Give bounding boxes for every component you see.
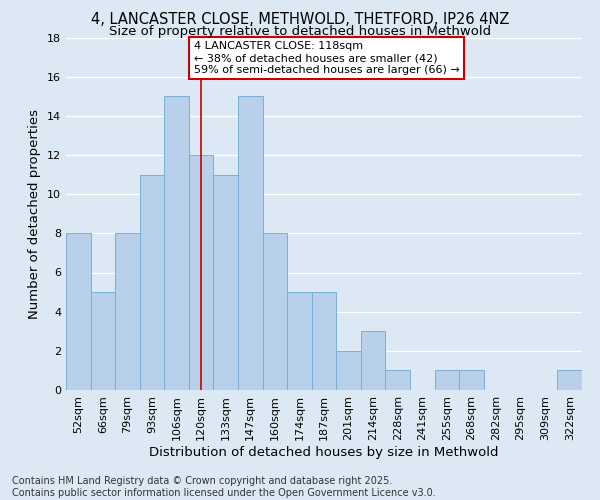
Bar (557, 370, 582, 390)
Bar (287, 292, 312, 390)
Bar (66, 234, 91, 390)
Bar (336, 351, 361, 390)
Bar (385, 370, 410, 390)
Text: 4 LANCASTER CLOSE: 118sqm
← 38% of detached houses are smaller (42)
59% of semi-: 4 LANCASTER CLOSE: 118sqm ← 38% of detac… (194, 42, 460, 74)
Bar (238, 96, 263, 390)
Bar (361, 331, 385, 390)
Bar (189, 155, 214, 390)
Bar (140, 174, 164, 390)
Bar (434, 370, 459, 390)
Text: 4, LANCASTER CLOSE, METHWOLD, THETFORD, IP26 4NZ: 4, LANCASTER CLOSE, METHWOLD, THETFORD, … (91, 12, 509, 28)
Y-axis label: Number of detached properties: Number of detached properties (28, 109, 41, 319)
Bar (459, 370, 484, 390)
Text: Contains HM Land Registry data © Crown copyright and database right 2025.
Contai: Contains HM Land Registry data © Crown c… (12, 476, 436, 498)
Bar (214, 174, 238, 390)
Bar (91, 292, 115, 390)
Bar (263, 234, 287, 390)
Bar (164, 96, 189, 390)
Bar (312, 292, 336, 390)
Text: Size of property relative to detached houses in Methwold: Size of property relative to detached ho… (109, 25, 491, 38)
Bar (115, 234, 140, 390)
X-axis label: Distribution of detached houses by size in Methwold: Distribution of detached houses by size … (149, 446, 499, 458)
